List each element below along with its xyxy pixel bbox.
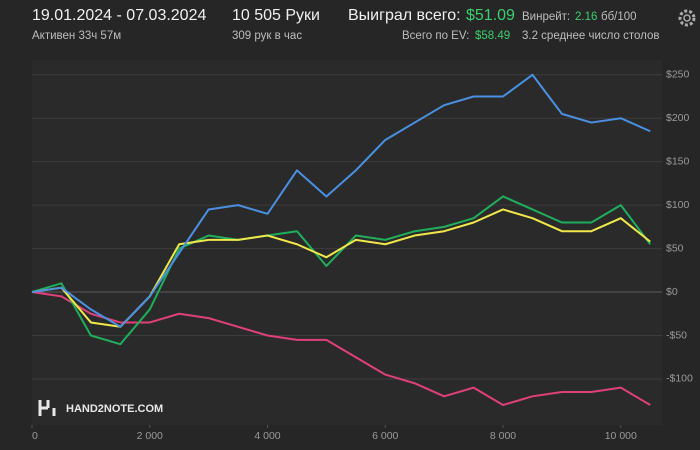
won-value: $51.09 [466, 7, 515, 24]
ev-value: $58.49 [475, 30, 510, 42]
y-tick-label: $200 [666, 112, 690, 124]
logo-text: HAND2NOTE.COM [66, 403, 163, 415]
logo: HAND2NOTE.COM [38, 400, 163, 416]
y-tick-label: $100 [666, 199, 690, 211]
series-line [31, 195, 652, 346]
y-tick-label: $150 [666, 155, 690, 167]
y-tick-label: $50 [666, 242, 684, 254]
x-tick-label: 8 000 [490, 430, 516, 442]
settings-icon[interactable] [678, 9, 696, 27]
series-line [31, 291, 651, 407]
x-tick-label: 4 000 [254, 430, 280, 442]
x-tick-label: 10 000 [605, 430, 637, 442]
x-tick-label: 2 000 [137, 430, 163, 442]
hands: 10 505 Руки [232, 7, 320, 24]
dates: 19.01.2024 - 07.03.2024 [32, 7, 206, 24]
y-tick-label: $250 [666, 69, 690, 81]
tables: 3.2 среднее число столов [522, 30, 660, 42]
winrate-value: 2.16 [575, 11, 597, 23]
plot-area [32, 60, 662, 425]
series-line [31, 73, 651, 328]
y-tick-label: -$100 [666, 373, 693, 385]
chart: -$100 -$50 $0 $50 $100 $150 $200 $250 0 2 000 4 00… [31, 69, 693, 442]
winrate-unit: бб/100 [601, 11, 637, 23]
x-tick-label: 0 [32, 430, 38, 442]
hands-per-hour: 309 рук в час [232, 30, 302, 42]
won-label: Выиграл всего: [348, 7, 461, 24]
winrate-label: Винрейт: [522, 11, 570, 23]
x-tick-label: 6 000 [372, 430, 398, 442]
active-time: Активен 33ч 57м [32, 30, 121, 42]
ev-label: Всего по EV: [402, 30, 469, 42]
y-tick-label: $0 [666, 286, 678, 298]
y-tick-label: -$50 [666, 329, 687, 341]
